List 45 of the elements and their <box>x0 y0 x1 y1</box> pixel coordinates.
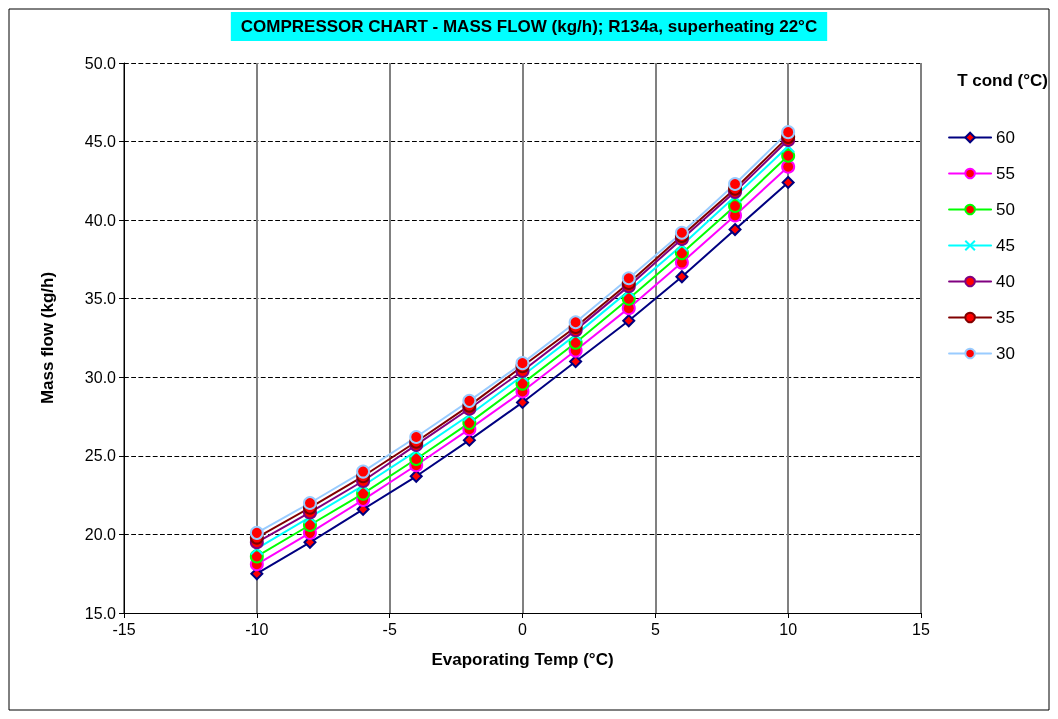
y-tick-label: 35.0 <box>84 290 117 308</box>
legend-label: 40 <box>996 272 1016 291</box>
y-tick-label: 20.0 <box>84 525 117 543</box>
point <box>675 270 689 284</box>
legend-label: 50 <box>996 200 1016 219</box>
point <box>569 355 583 369</box>
legend-label: 60 <box>996 128 1016 147</box>
chart-title: COMPRESSOR CHART - MASS FLOW (kg/h); R134a, superheating 22°C <box>240 17 818 36</box>
x-tick-label: 0 <box>518 620 528 638</box>
point <box>728 223 742 237</box>
legend-title: T cond (°C) <box>957 71 1049 90</box>
legend-label: 35 <box>996 308 1016 327</box>
y-tick-label: 50.0 <box>84 54 117 72</box>
x-axis-title: Evaporating Temp (°C) <box>431 650 614 669</box>
point <box>621 271 636 286</box>
x-tick-label: 5 <box>650 620 660 638</box>
point <box>409 430 424 444</box>
y-tick-label: 25.0 <box>84 447 117 465</box>
point <box>781 148 796 163</box>
x-tick-label: -10 <box>245 620 269 638</box>
point <box>302 496 317 510</box>
point <box>409 469 423 483</box>
legend-label: 30 <box>996 344 1016 363</box>
y-tick-label: 15.0 <box>84 604 117 622</box>
point <box>728 177 743 191</box>
point <box>462 433 476 447</box>
y-tick-label: 40.0 <box>84 211 117 229</box>
legend-label: 55 <box>996 164 1016 183</box>
point <box>781 125 796 140</box>
x-tick-label: -5 <box>382 620 397 638</box>
point <box>356 464 371 479</box>
legend-label: 45 <box>996 236 1016 255</box>
point <box>622 314 636 328</box>
point <box>781 175 795 189</box>
x-tick-label: 15 <box>912 620 930 638</box>
y-tick-label: 30.0 <box>84 368 117 386</box>
point <box>462 393 477 408</box>
y-axis-title: Mass flow (kg/h) <box>38 271 57 405</box>
point <box>249 525 264 540</box>
x-tick-label: 10 <box>779 620 798 638</box>
point <box>781 159 796 174</box>
point <box>728 199 743 213</box>
point <box>568 315 583 330</box>
y-tick-label: 45.0 <box>84 133 117 151</box>
x-tick-label: -15 <box>112 620 136 638</box>
